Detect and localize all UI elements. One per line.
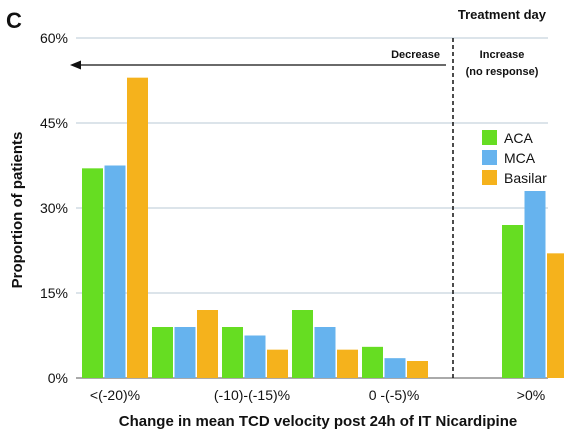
bar-mca — [104, 165, 126, 378]
increase-label: Increase — [480, 49, 525, 61]
no-response-label: (no response) — [466, 66, 539, 78]
y-tick-label: 45% — [40, 115, 68, 131]
panel-label: C — [6, 8, 22, 33]
legend-swatch-mca — [482, 150, 497, 165]
bar-aca — [152, 327, 173, 378]
x-tick-labels: <(-20)% (-10)-(-15)% 0 -(-5)% >0% — [90, 387, 545, 403]
y-tick-label: 15% — [40, 285, 68, 301]
x-tick-label: (-10)-(-15)% — [214, 387, 290, 403]
x-tick-label: <(-20)% — [90, 387, 140, 403]
bar-basilar — [407, 361, 428, 378]
decrease-arrow-head — [70, 60, 81, 70]
bar-basilar — [267, 349, 288, 378]
bar-aca — [222, 327, 243, 378]
y-tick-labels: 0% 15% 30% 45% 60% — [40, 30, 68, 386]
bar-mca — [174, 327, 196, 378]
y-axis-label: Proportion of patients — [9, 132, 26, 289]
x-tick-label: 0 -(-5)% — [369, 387, 420, 403]
bar-aca — [362, 346, 383, 378]
y-tick-label: 0% — [48, 370, 68, 386]
bar-mca — [384, 358, 406, 378]
legend-label-aca: ACA — [504, 130, 533, 146]
bar-mca — [244, 335, 266, 378]
bar-mca — [524, 191, 546, 378]
x-tick-label: >0% — [517, 387, 545, 403]
bar-basilar — [337, 349, 358, 378]
decrease-label: Decrease — [391, 49, 440, 61]
legend-label-mca: MCA — [504, 150, 536, 166]
bar-basilar — [197, 310, 218, 378]
bar-mca — [314, 327, 336, 378]
bar-aca — [82, 168, 103, 378]
legend: ACA MCA Basilar — [482, 130, 547, 186]
y-tick-label: 60% — [40, 30, 68, 46]
bar-aca — [502, 225, 523, 378]
bar-basilar — [547, 253, 564, 378]
bar-aca — [292, 310, 313, 378]
x-axis-label: Change in mean TCD velocity post 24h of … — [119, 413, 517, 430]
bars — [82, 77, 564, 379]
bar-basilar — [127, 77, 148, 379]
treatment-day-label: Treatment day — [458, 7, 547, 22]
legend-swatch-basilar — [482, 170, 497, 185]
legend-swatch-aca — [482, 130, 497, 145]
legend-label-basilar: Basilar — [504, 170, 547, 186]
y-tick-label: 30% — [40, 200, 68, 216]
